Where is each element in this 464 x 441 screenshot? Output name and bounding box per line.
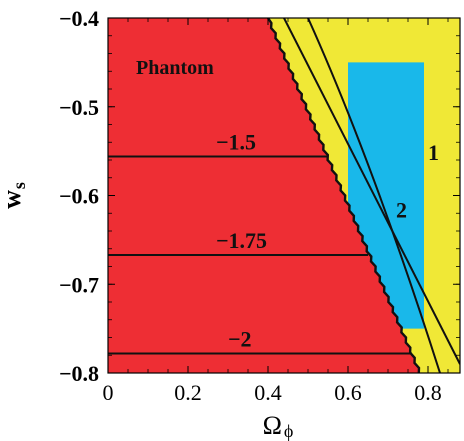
curve-label-1: 1 bbox=[428, 140, 439, 165]
x-tick-label: 0.2 bbox=[174, 380, 202, 405]
contour-label: −1.5 bbox=[216, 129, 256, 154]
plot-area bbox=[108, 18, 460, 373]
y-axis-title: ws bbox=[0, 182, 29, 209]
contour-label: −1.75 bbox=[216, 228, 267, 253]
curve-label-2: 2 bbox=[396, 198, 407, 223]
phantom-region bbox=[108, 18, 420, 373]
y-tick-label: −0.7 bbox=[59, 272, 99, 297]
phantom-label: Phantom bbox=[136, 57, 214, 79]
phantom-boundary-line bbox=[267, 18, 421, 373]
axis-ticks: 0 0.2 0.4 0.6 0.8 −0.4 −0.5 −0.6 −0.7 −0.8 bbox=[59, 6, 460, 405]
contour-label: −2 bbox=[228, 326, 252, 351]
y-tick-label: −0.5 bbox=[59, 95, 99, 120]
annotations: Phantom −1.5 −1.75 −2 1 2 bbox=[136, 57, 439, 352]
x-tick-label: 0.8 bbox=[414, 380, 442, 405]
y-axis-title-sub: s bbox=[9, 182, 29, 189]
x-tick-label: 0.4 bbox=[254, 380, 282, 405]
x-tick-label: 0.6 bbox=[334, 380, 362, 405]
y-tick-label: −0.6 bbox=[59, 184, 99, 209]
x-tick-label: 0 bbox=[103, 380, 114, 405]
y-tick-label: −0.4 bbox=[59, 6, 99, 31]
y-tick-label: −0.8 bbox=[59, 361, 99, 386]
curve-1 bbox=[283, 18, 460, 365]
curve-2 bbox=[307, 18, 441, 373]
x-axis-title-sub: ϕ bbox=[284, 421, 293, 441]
